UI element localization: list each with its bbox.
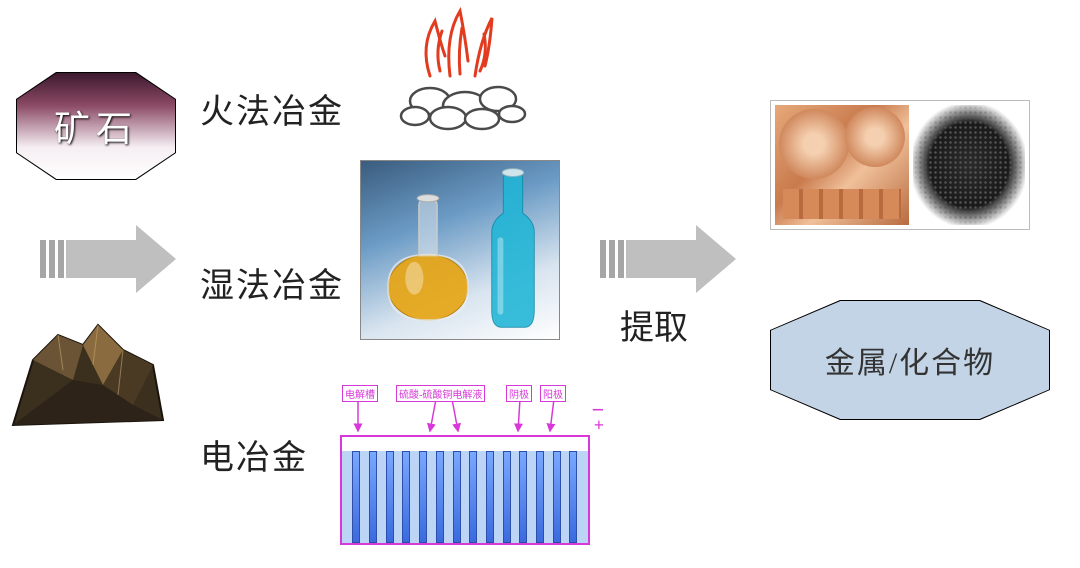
process-arrow <box>40 225 176 293</box>
terminal-plus: + <box>594 415 604 436</box>
cell-anode-label: 阳极 <box>540 385 566 402</box>
extract-arrow <box>600 225 736 293</box>
arrow-tail-bars <box>600 240 624 278</box>
fire-illustration <box>380 6 540 136</box>
copper-products <box>775 105 909 225</box>
ore-label: 矿石 <box>54 100 138 152</box>
cell-tank <box>340 435 590 545</box>
electrolytic-cell-illustration: 电解槽 硫酸-硫酸铜电解液 阴极 阳极 − + <box>340 385 590 545</box>
granule-products <box>913 105 1025 225</box>
method-electrometallurgy-label: 电冶金 <box>200 430 308 479</box>
products-illustration <box>770 100 1030 230</box>
cell-cathode-label: 阴极 <box>506 385 532 402</box>
rock-illustration <box>3 310 173 440</box>
arrow-tail-bars <box>40 240 64 278</box>
method-pyrometallurgy-label: 火法冶金 <box>200 84 344 133</box>
cell-electrolyte-label: 硫酸-硫酸铜电解液 <box>396 385 485 402</box>
ore-octagon: 矿石 <box>16 72 176 180</box>
extract-label: 提取 <box>620 300 688 349</box>
bottles-illustration <box>360 160 560 340</box>
output-octagon: 金属/化合物 <box>770 300 1050 420</box>
output-label: 金属/化合物 <box>825 338 995 382</box>
cell-tank-label: 电解槽 <box>342 385 378 402</box>
method-hydrometallurgy-label: 湿法冶金 <box>200 258 344 307</box>
